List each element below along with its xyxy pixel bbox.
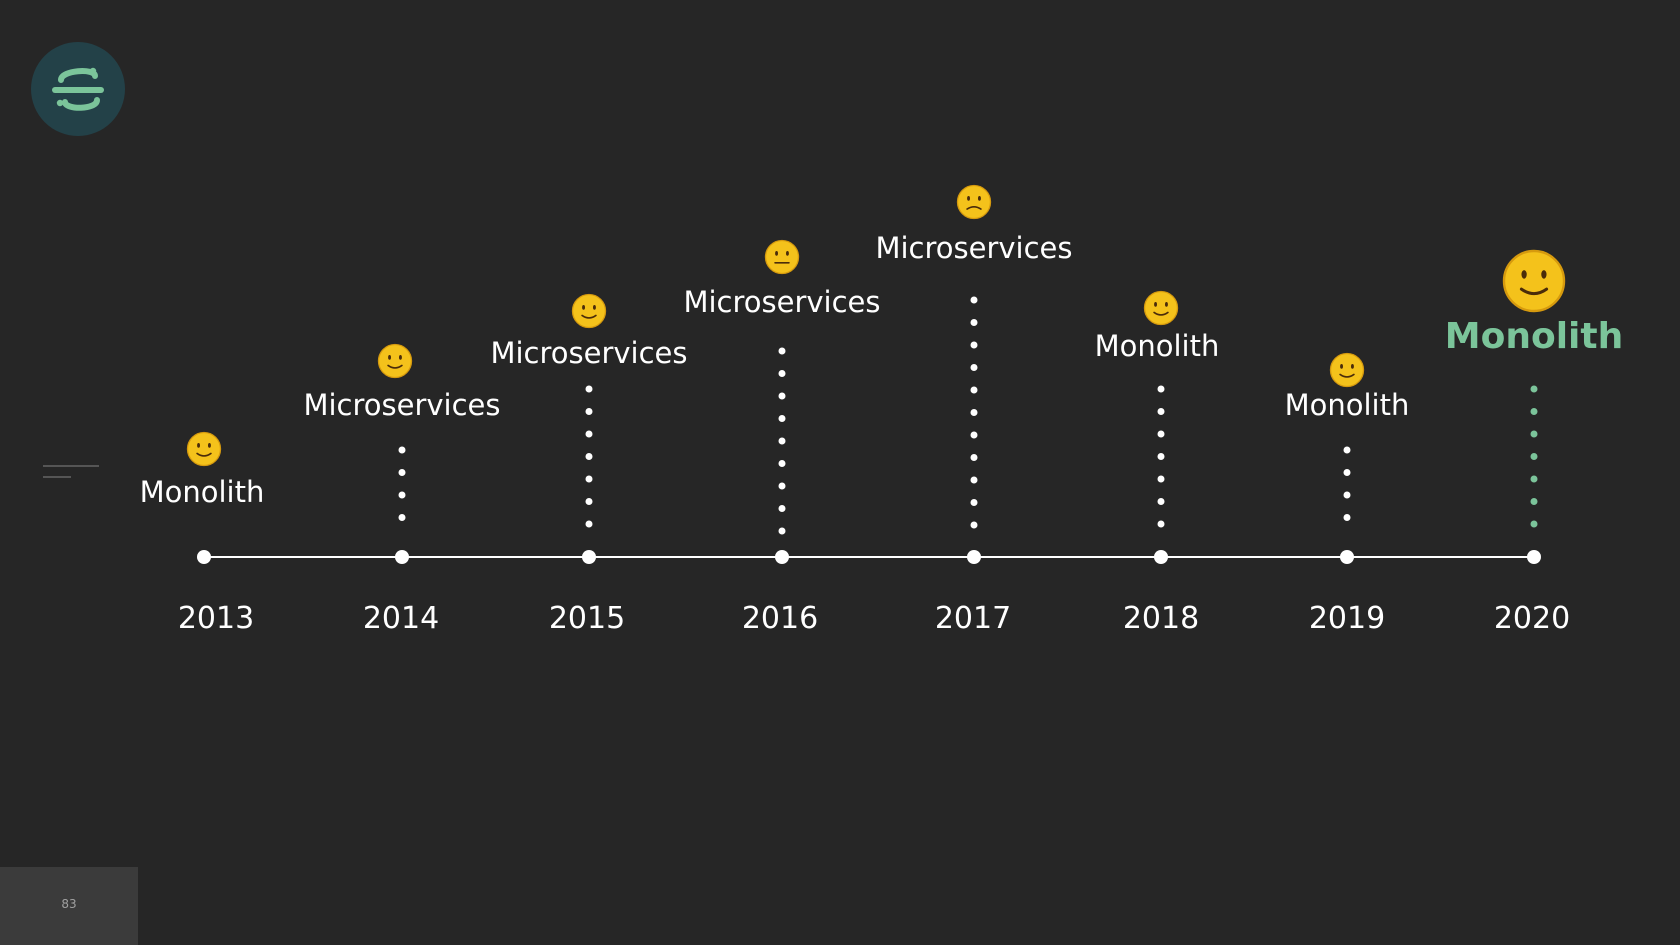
timeline-node — [197, 550, 211, 564]
sentry-logo-icon — [31, 42, 125, 136]
dotted-connector — [1530, 385, 1538, 528]
dotted-connector — [1343, 446, 1351, 521]
dotted-connector — [970, 296, 978, 529]
year-label: 2020 — [1494, 601, 1570, 636]
architecture-label: Microservices — [490, 336, 687, 370]
timeline-node — [1340, 550, 1354, 564]
dotted-connector — [585, 385, 593, 528]
year-label: 2018 — [1123, 601, 1199, 636]
slightly-frowning-face-icon — [956, 184, 992, 220]
year-label: 2017 — [935, 601, 1011, 636]
dotted-connector — [778, 347, 786, 535]
dotted-connector — [398, 446, 406, 521]
architecture-label: Microservices — [875, 231, 1072, 265]
architecture-label: Monolith — [1095, 329, 1220, 363]
timeline-node — [775, 550, 789, 564]
architecture-label: Microservices — [683, 285, 880, 319]
timeline-node — [967, 550, 981, 564]
timeline-node — [1527, 550, 1541, 564]
neutral-face-icon — [764, 239, 800, 275]
timeline-node — [582, 550, 596, 564]
slightly-smiling-face-icon — [1143, 290, 1179, 326]
slightly-smiling-face-icon — [1329, 352, 1365, 388]
slightly-smiling-face-icon — [1502, 249, 1566, 313]
year-label: 2013 — [178, 601, 254, 636]
year-label: 2015 — [549, 601, 625, 636]
architecture-label: Monolith — [140, 475, 265, 509]
page-number: 83 — [61, 897, 77, 911]
slide-navigation-lines — [43, 465, 101, 481]
architecture-label: Monolith — [1285, 388, 1410, 422]
page-number-box: 83 — [0, 867, 138, 945]
year-label: 2014 — [363, 601, 439, 636]
architecture-label: Microservices — [303, 388, 500, 422]
year-label: 2016 — [742, 601, 818, 636]
dotted-connector — [1157, 385, 1165, 528]
timeline-node — [395, 550, 409, 564]
slightly-smiling-face-icon — [377, 343, 413, 379]
slightly-smiling-face-icon — [186, 431, 222, 467]
architecture-label: Monolith — [1445, 316, 1623, 357]
slightly-smiling-face-icon — [571, 293, 607, 329]
year-label: 2019 — [1309, 601, 1385, 636]
timeline-node — [1154, 550, 1168, 564]
